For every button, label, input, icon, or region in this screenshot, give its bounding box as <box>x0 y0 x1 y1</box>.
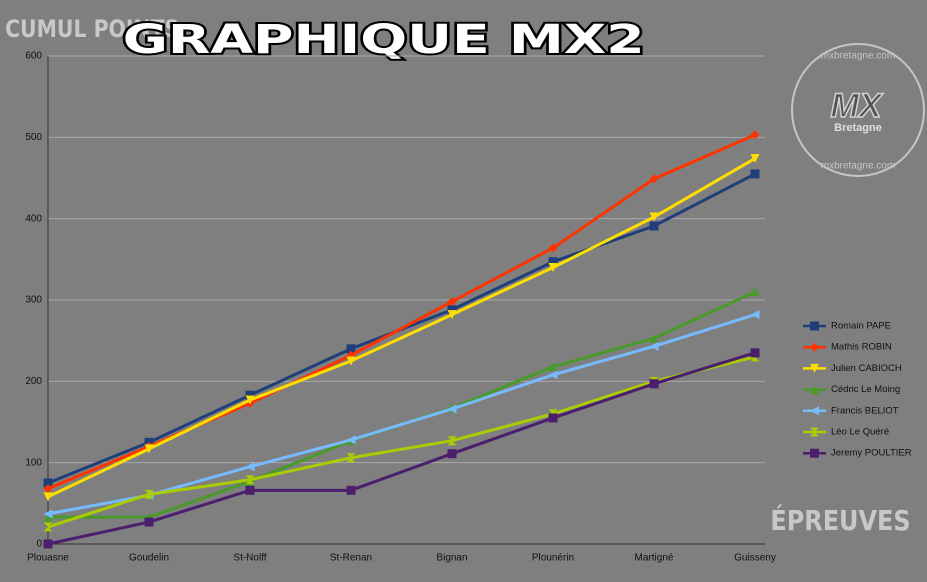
marker <box>346 356 356 366</box>
marker <box>144 517 154 527</box>
marker <box>447 310 457 320</box>
legend-label: Cédric Le Moing <box>831 384 900 395</box>
marker <box>750 169 760 179</box>
marker <box>750 310 760 320</box>
marker <box>447 404 457 414</box>
marker <box>346 344 356 354</box>
marker <box>346 453 356 463</box>
logo-mark: MX <box>831 87 884 125</box>
legend-label: Léo Le Quéré <box>831 427 889 438</box>
x-tick-label: St-Renan <box>330 553 372 564</box>
marker <box>43 509 53 519</box>
marker <box>43 484 53 494</box>
marker <box>810 448 819 458</box>
marker <box>43 478 53 488</box>
marker <box>649 221 659 231</box>
marker <box>810 363 819 373</box>
x-tick-label: Goudelin <box>129 553 169 564</box>
marker <box>43 492 53 502</box>
watermark: mxbretagne.com mxbretagne.com MX Bretagn… <box>791 43 925 177</box>
x-tick-label: Bignan <box>436 553 467 564</box>
series-line <box>47 157 756 499</box>
y-axis-title: CUMUL POINTS <box>5 15 179 43</box>
x-axis-title: ÉPREUVES <box>770 503 910 537</box>
marker <box>548 262 558 272</box>
y-tick-label: 500 <box>25 132 42 143</box>
y-tick-label: 300 <box>25 295 42 306</box>
marker <box>144 444 154 454</box>
legend-label: Francis BELIOT <box>831 405 899 416</box>
marker <box>649 379 659 389</box>
legend-label: Julien CABIOCH <box>831 363 902 374</box>
x-tick-label: Guisseny <box>734 553 776 564</box>
marker <box>750 130 760 140</box>
x-tick-label: Martigné <box>635 553 674 564</box>
marker <box>649 174 659 184</box>
logo-ring <box>791 43 925 177</box>
marker <box>810 321 819 331</box>
marker <box>346 485 356 495</box>
logo-site: mxbretagne.com <box>821 161 895 172</box>
marker <box>144 489 154 499</box>
y-tick-label: 600 <box>25 51 42 62</box>
marker <box>447 297 457 307</box>
marker <box>548 370 558 380</box>
legend-label: Jeremy POULTIER <box>831 448 912 459</box>
marker <box>43 522 53 532</box>
y-tick-label: 200 <box>25 376 42 387</box>
marker <box>810 385 819 395</box>
marker <box>750 153 760 163</box>
marker <box>447 436 457 446</box>
marker <box>245 395 255 405</box>
marker <box>750 348 760 358</box>
chart-title: GRAPHIQUE MX2 <box>123 16 645 62</box>
marker <box>548 362 558 372</box>
marker <box>649 341 659 351</box>
marker <box>245 475 255 485</box>
legend-label: Romain PAPE <box>831 321 891 332</box>
marker <box>43 539 53 549</box>
marker <box>548 243 558 253</box>
marker <box>810 342 819 352</box>
marker <box>750 287 760 297</box>
marker <box>548 413 558 423</box>
marker <box>447 449 457 459</box>
y-tick-label: 0 <box>36 539 42 550</box>
y-tick-label: 100 <box>25 457 42 468</box>
marker <box>43 512 53 522</box>
marker <box>245 462 255 472</box>
x-tick-label: Plouasne <box>27 553 69 564</box>
marker <box>245 485 255 495</box>
series-line <box>47 355 756 529</box>
marker <box>346 435 356 445</box>
marker <box>810 427 819 437</box>
series-line <box>47 351 756 546</box>
logo-site: mxbretagne.com <box>821 51 895 62</box>
x-tick-label: St-Nolff <box>233 553 266 564</box>
logo-sub: Bretagne <box>834 122 882 134</box>
y-tick-label: 400 <box>25 213 42 224</box>
marker <box>649 212 659 222</box>
marker <box>649 333 659 343</box>
marker <box>810 406 819 416</box>
x-tick-label: Plounérin <box>532 553 574 564</box>
legend-label: Mathis ROBIN <box>831 342 892 353</box>
